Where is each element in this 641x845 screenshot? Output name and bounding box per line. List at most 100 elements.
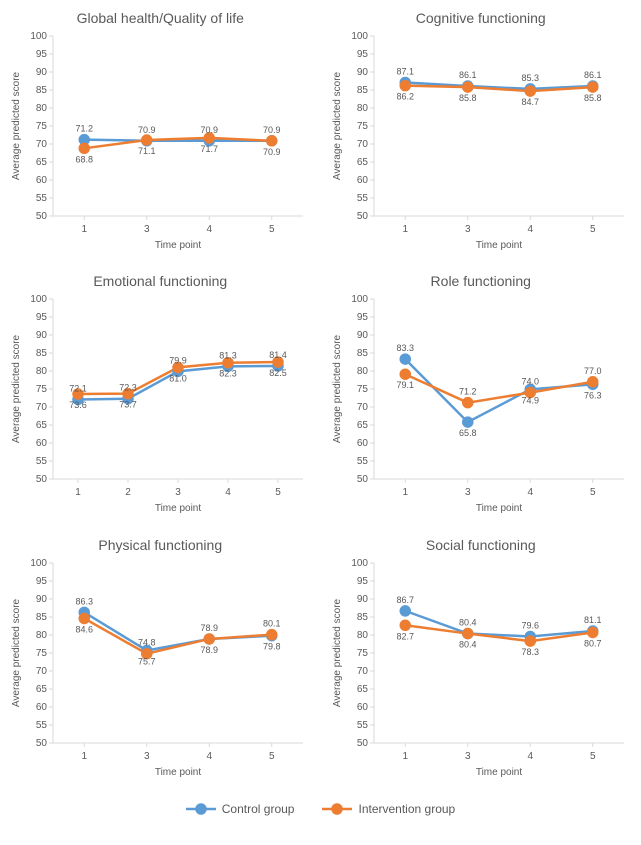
svg-text:80: 80 xyxy=(36,630,48,641)
data-label-intervention: 71.1 xyxy=(138,146,156,156)
svg-text:3: 3 xyxy=(465,487,471,498)
marker-intervention xyxy=(401,81,410,90)
data-label-intervention: 86.2 xyxy=(396,92,414,102)
svg-text:Average predicted score: Average predicted score xyxy=(332,598,343,707)
data-label-intervention: 73.6 xyxy=(69,400,87,410)
chart-title: Social functioning xyxy=(321,537,641,553)
data-label-control: 81.4 xyxy=(269,350,287,360)
chart-grid: Global health/Quality of life50556065707… xyxy=(0,0,641,790)
data-label-intervention: 77.0 xyxy=(584,366,602,376)
svg-text:Time point: Time point xyxy=(476,767,523,778)
data-label-intervention: 79.1 xyxy=(396,381,414,391)
svg-text:5: 5 xyxy=(590,487,596,498)
data-label-control: 86.1 xyxy=(584,70,602,80)
svg-text:1: 1 xyxy=(82,751,88,762)
svg-text:50: 50 xyxy=(357,738,369,749)
svg-text:1: 1 xyxy=(75,487,81,498)
data-label-intervention: 80.7 xyxy=(584,638,602,648)
data-label-control: 75.7 xyxy=(138,656,156,666)
chart-cognitive: 505560657075808590951001345Average predi… xyxy=(326,28,636,258)
svg-text:65: 65 xyxy=(36,420,48,431)
svg-text:55: 55 xyxy=(357,720,369,731)
svg-text:95: 95 xyxy=(36,576,48,587)
svg-text:4: 4 xyxy=(527,487,533,498)
svg-text:70: 70 xyxy=(357,666,369,677)
chart-title: Cognitive functioning xyxy=(321,10,641,26)
svg-text:100: 100 xyxy=(31,294,48,305)
panel-physical: Physical functioning50556065707580859095… xyxy=(0,527,321,790)
chart-title: Global health/Quality of life xyxy=(0,10,321,26)
chart-social: 505560657075808590951001345Average predi… xyxy=(326,555,636,785)
chart-role: 505560657075808590951001345Average predi… xyxy=(326,291,636,521)
panel-social: Social functioning5055606570758085909510… xyxy=(321,527,641,790)
svg-text:65: 65 xyxy=(36,157,48,168)
svg-text:60: 60 xyxy=(357,702,369,713)
svg-text:80: 80 xyxy=(357,366,369,377)
data-label-control: 80.4 xyxy=(459,617,477,627)
data-label-control: 83.3 xyxy=(396,343,414,353)
svg-text:50: 50 xyxy=(357,211,369,222)
svg-text:85: 85 xyxy=(36,85,48,96)
svg-text:90: 90 xyxy=(36,67,48,78)
svg-text:4: 4 xyxy=(207,751,213,762)
svg-text:75: 75 xyxy=(357,648,369,659)
legend-swatch-icon xyxy=(322,803,352,815)
svg-text:Time point: Time point xyxy=(155,767,202,778)
svg-text:55: 55 xyxy=(36,193,48,204)
series-line-control xyxy=(85,612,273,650)
legend-item-control: Control group xyxy=(186,802,295,816)
legend-label: Intervention group xyxy=(358,802,455,816)
panel-emotional: Emotional functioning5055606570758085909… xyxy=(0,263,321,526)
data-label-intervention: 84.7 xyxy=(521,97,539,107)
marker-intervention xyxy=(401,370,410,379)
svg-text:5: 5 xyxy=(590,751,596,762)
data-label-intervention: 68.8 xyxy=(76,154,94,164)
data-label-control: 70.9 xyxy=(201,125,219,135)
svg-text:60: 60 xyxy=(357,175,369,186)
data-label-intervention: 85.8 xyxy=(459,93,477,103)
panel-cognitive: Cognitive functioning5055606570758085909… xyxy=(321,0,641,263)
svg-text:Time point: Time point xyxy=(155,240,202,251)
panel-role: Role functioning505560657075808590951001… xyxy=(321,263,641,526)
marker-intervention xyxy=(588,378,597,387)
data-label-control: 86.3 xyxy=(76,596,94,606)
svg-text:95: 95 xyxy=(36,312,48,323)
svg-text:4: 4 xyxy=(225,487,231,498)
data-label-intervention: 82.3 xyxy=(219,369,237,379)
data-label-control: 71.2 xyxy=(76,124,94,134)
marker-control xyxy=(401,606,410,615)
chart-title: Role functioning xyxy=(321,273,641,289)
svg-text:100: 100 xyxy=(31,558,48,569)
data-label-control: 70.9 xyxy=(138,125,156,135)
svg-text:5: 5 xyxy=(269,751,275,762)
legend-label: Control group xyxy=(222,802,295,816)
marker-intervention xyxy=(80,614,89,623)
data-label-intervention: 74.8 xyxy=(138,637,156,647)
data-label-intervention: 73.7 xyxy=(119,400,137,410)
svg-text:3: 3 xyxy=(175,487,181,498)
data-label-control: 79.6 xyxy=(521,620,539,630)
svg-text:55: 55 xyxy=(357,193,369,204)
svg-text:60: 60 xyxy=(36,702,48,713)
data-label-control: 79.8 xyxy=(263,641,281,651)
marker-intervention xyxy=(205,634,214,643)
svg-text:75: 75 xyxy=(36,384,48,395)
data-label-control: 74.9 xyxy=(521,396,539,406)
svg-text:95: 95 xyxy=(357,312,369,323)
svg-text:5: 5 xyxy=(275,487,281,498)
legend-swatch-icon xyxy=(186,803,216,815)
data-label-intervention: 82.5 xyxy=(269,368,287,378)
data-label-control: 85.3 xyxy=(521,73,539,83)
svg-text:80: 80 xyxy=(36,103,48,114)
data-label-intervention: 74.0 xyxy=(521,377,539,387)
marker-intervention xyxy=(401,620,410,629)
data-label-intervention: 84.6 xyxy=(76,624,94,634)
data-label-intervention: 70.9 xyxy=(263,147,281,157)
data-label-intervention: 78.9 xyxy=(201,623,219,633)
svg-text:70: 70 xyxy=(36,402,48,413)
marker-intervention xyxy=(268,136,277,145)
svg-text:90: 90 xyxy=(357,594,369,605)
svg-text:90: 90 xyxy=(36,594,48,605)
data-label-control: 87.1 xyxy=(396,66,414,76)
svg-text:3: 3 xyxy=(465,224,471,235)
